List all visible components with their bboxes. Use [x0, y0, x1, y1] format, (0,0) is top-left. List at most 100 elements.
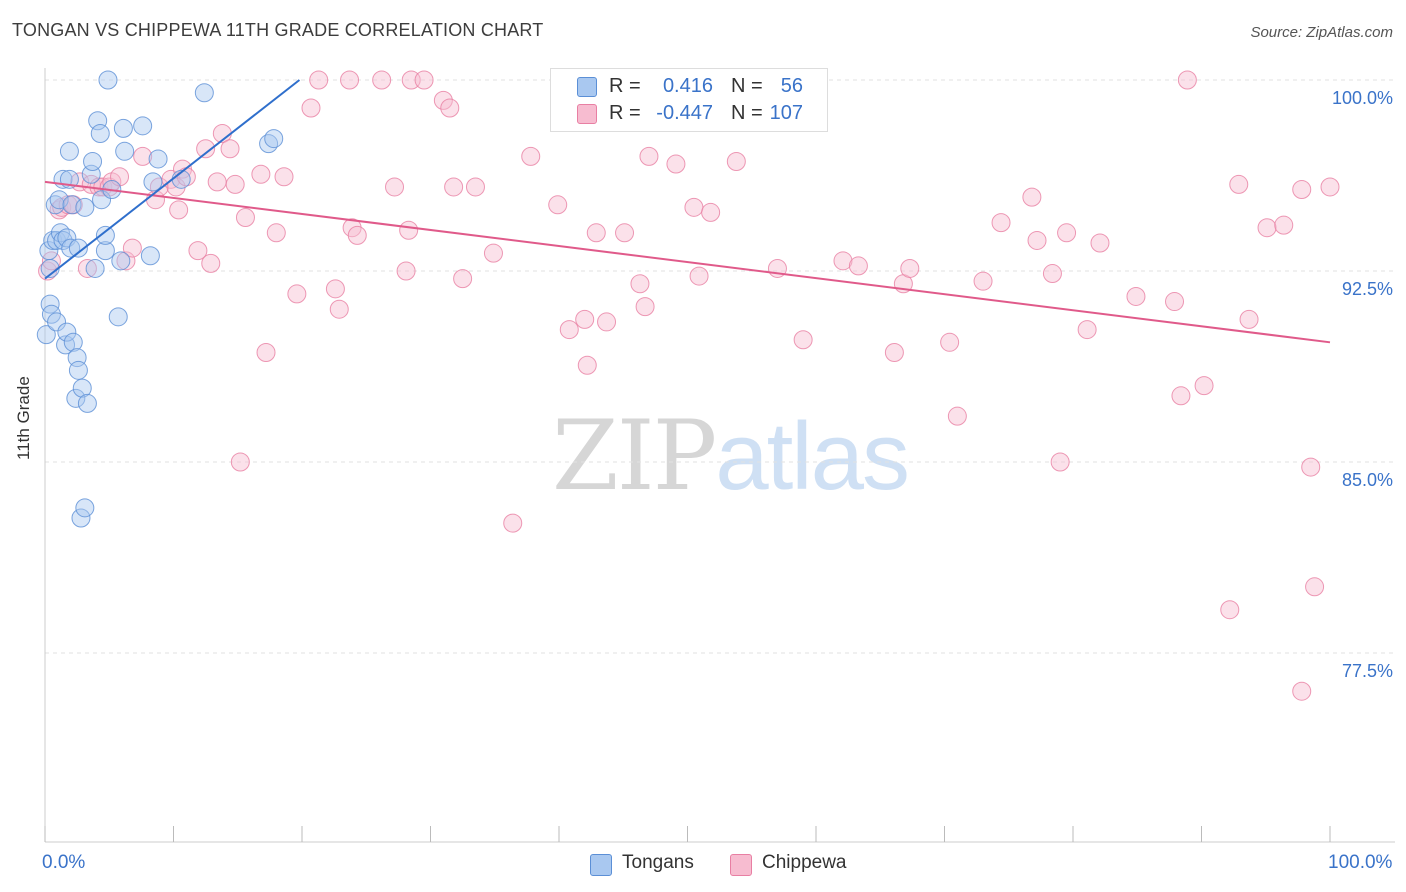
tongans-point: [108, 307, 128, 327]
tongans-point: [98, 70, 118, 90]
chippewa-point: [465, 177, 485, 197]
grid-lines: [45, 79, 1395, 654]
chippewa-point: [884, 342, 904, 362]
watermark-zip: ZIP: [552, 400, 717, 512]
chippewa-point: [235, 208, 255, 228]
tongans-point: [57, 322, 77, 342]
chippewa-point: [201, 253, 221, 273]
chippewa-point: [793, 330, 813, 350]
chippewa-point: [503, 513, 523, 533]
watermark-atlas: atlas: [715, 403, 910, 510]
tongans-point: [68, 360, 88, 380]
legend-n-label: N =: [731, 75, 763, 97]
chippewa-point: [615, 223, 635, 243]
chippewa-point: [1320, 177, 1340, 197]
chippewa-point: [1022, 187, 1042, 207]
tongans-point: [143, 172, 163, 192]
legend-row-tongans: R = 0.416 N = 56: [551, 73, 827, 99]
correlation-legend: R = 0.416 N = 56 R = -0.447 N = 107: [550, 68, 828, 132]
chippewa-point: [230, 452, 250, 472]
tongans-point: [264, 129, 284, 149]
tongans-point: [85, 258, 105, 278]
tongans-point: [77, 393, 97, 413]
tongans-point: [47, 312, 67, 332]
chippewa-point: [1057, 223, 1077, 243]
chippewa-point: [414, 70, 434, 90]
chippewa-point: [586, 223, 606, 243]
chippewa-point: [220, 139, 240, 159]
chippewa-point: [256, 342, 276, 362]
chippewa-point: [347, 225, 367, 245]
tongans-point: [49, 190, 69, 210]
chippewa-legend-label: Chippewa: [762, 852, 847, 873]
chippewa-point: [440, 98, 460, 118]
chippewa-point: [372, 70, 392, 90]
tongans-point: [72, 378, 92, 398]
legend-row-chippewa: R = -0.447 N = 107: [551, 100, 827, 126]
x-tick-label-max: 100.0%: [1328, 852, 1393, 873]
chippewa-point: [483, 243, 503, 263]
tongans-points: [36, 70, 284, 528]
chippewa-point: [325, 279, 345, 299]
tongans-point: [66, 388, 86, 408]
chippewa-point: [684, 197, 704, 217]
chippewa-point: [833, 251, 853, 271]
tongans-point: [36, 325, 56, 345]
legend-r-label: R =: [609, 102, 641, 124]
tongans-legend-swatch: [590, 854, 612, 876]
chippewa-point: [399, 220, 419, 240]
chippewa-point: [1050, 452, 1070, 472]
chippewa-point: [577, 355, 597, 375]
y-tick-labels: 77.5% 85.0% 92.5% 100.0%: [1332, 88, 1393, 681]
tongans-point: [133, 116, 153, 136]
chippewa-point: [701, 202, 721, 222]
tongans-point: [75, 197, 95, 217]
chippewa-point: [575, 309, 595, 329]
tongans-n-value: 56: [780, 75, 803, 97]
chippewa-point: [1171, 386, 1191, 406]
chippewa-point: [726, 151, 746, 171]
tongans-point: [259, 134, 279, 154]
chippewa-point: [1220, 600, 1240, 620]
chippewa-point: [274, 167, 294, 187]
chippewa-point: [1257, 218, 1277, 238]
chippewa-points: [38, 70, 1340, 701]
chippewa-point: [597, 312, 617, 332]
chippewa-point: [287, 284, 307, 304]
chippewa-trend-line: [44, 180, 1331, 344]
tongans-point: [68, 238, 88, 258]
chippewa-point: [521, 146, 541, 166]
tongans-point: [140, 246, 160, 266]
chippewa-point: [1301, 457, 1321, 477]
chippewa-point: [1239, 309, 1259, 329]
chippewa-point: [1229, 174, 1249, 194]
chippewa-point: [396, 261, 416, 281]
chart-title: TONGAN VS CHIPPEWA 11TH GRADE CORRELATIO…: [12, 20, 544, 40]
tongans-legend-label: Tongans: [622, 852, 694, 873]
x-tick-label-min: 0.0%: [42, 852, 86, 873]
chippewa-r-value: -0.447: [656, 102, 713, 124]
tongans-r-value: 0.416: [662, 75, 713, 97]
chippewa-point: [1077, 320, 1097, 340]
tongans-trend-line: [44, 79, 301, 280]
tongans-point: [95, 241, 115, 261]
tongans-point: [88, 111, 108, 131]
chippewa-point: [169, 200, 189, 220]
chippewa-point: [116, 251, 136, 271]
chippewa-point: [1177, 70, 1197, 90]
tongans-swatch: [577, 77, 597, 97]
chippewa-point: [973, 271, 993, 291]
chippewa-point: [1042, 264, 1062, 284]
chippewa-point: [444, 177, 464, 197]
chippewa-point: [1126, 286, 1146, 306]
chippewa-point: [630, 274, 650, 294]
tongans-point: [40, 294, 60, 314]
tongans-point: [92, 190, 112, 210]
chippewa-point: [38, 261, 58, 281]
chippewa-point: [635, 297, 655, 317]
chippewa-point: [940, 332, 960, 352]
chippewa-point: [122, 238, 142, 258]
chippewa-point: [309, 70, 329, 90]
legend-r-label: R =: [609, 75, 641, 97]
